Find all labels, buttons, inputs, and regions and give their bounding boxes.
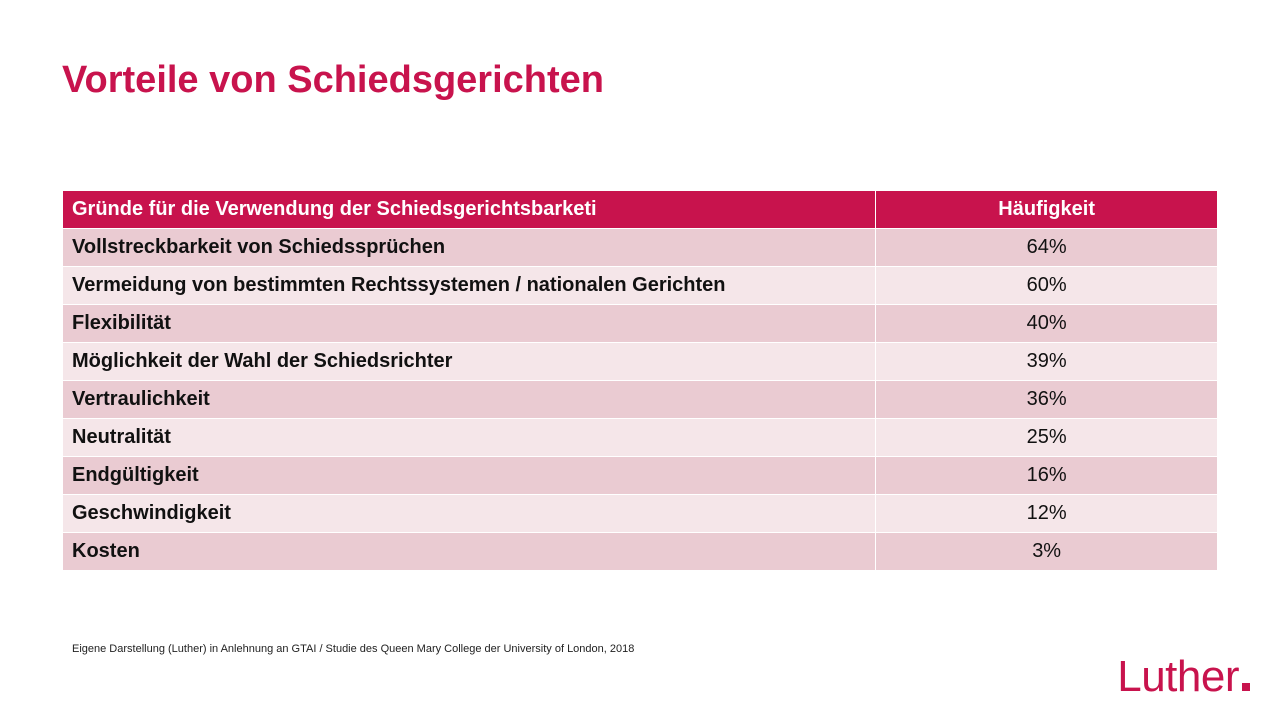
source-note: Eigene Darstellung (Luther) in Anlehnung… (72, 643, 635, 655)
table-header-row: Gründe für die Verwendung der Schiedsger… (61, 190, 1218, 229)
table-row: Neutralität 25% (61, 418, 1218, 457)
row-reason: Vermeidung von bestimmten Rechtssystemen… (61, 266, 877, 305)
header-reason: Gründe für die Verwendung der Schiedsger… (61, 190, 877, 229)
row-reason: Vertraulichkeit (61, 380, 877, 419)
table-row: Geschwindigkeit 12% (61, 494, 1218, 533)
row-reason: Neutralität (61, 418, 877, 457)
logo-dot-icon (1242, 683, 1250, 691)
row-frequency: 40% (875, 304, 1218, 343)
row-frequency: 16% (875, 456, 1218, 495)
row-frequency: 25% (875, 418, 1218, 457)
row-frequency: 36% (875, 380, 1218, 419)
row-frequency: 12% (875, 494, 1218, 533)
row-reason: Vollstreckbarkeit von Schiedssprüchen (61, 228, 877, 267)
row-frequency: 3% (875, 532, 1218, 571)
logo-text: Luther (1117, 652, 1239, 701)
row-reason: Flexibilität (61, 304, 877, 343)
row-frequency: 60% (875, 266, 1218, 305)
table-row: Möglichkeit der Wahl der Schiedsrichter … (61, 342, 1218, 381)
row-reason: Möglichkeit der Wahl der Schiedsrichter (61, 342, 877, 381)
row-frequency: 39% (875, 342, 1218, 381)
luther-logo: Luther (1117, 652, 1250, 702)
table-row: Kosten 3% (61, 532, 1218, 571)
header-frequency: Häufigkeit (875, 190, 1218, 229)
table-row: Vertraulichkeit 36% (61, 380, 1218, 419)
row-frequency: 64% (875, 228, 1218, 267)
row-reason: Endgültigkeit (61, 456, 877, 495)
table-row: Endgültigkeit 16% (61, 456, 1218, 495)
table-row: Flexibilität 40% (61, 304, 1218, 343)
table-row: Vermeidung von bestimmten Rechtssystemen… (61, 266, 1218, 305)
page-title: Vorteile von Schiedsgerichten (62, 59, 605, 101)
reasons-table: Gründe für die Verwendung der Schiedsger… (61, 190, 1218, 571)
row-reason: Kosten (61, 532, 877, 571)
row-reason: Geschwindigkeit (61, 494, 877, 533)
table-row: Vollstreckbarkeit von Schiedssprüchen 64… (61, 228, 1218, 267)
